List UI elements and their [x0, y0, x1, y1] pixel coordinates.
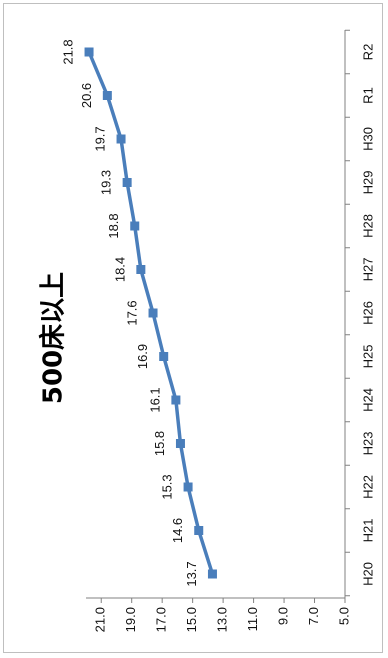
value-tick-label: 7.0	[306, 607, 321, 625]
data-label: 20.6	[79, 83, 94, 108]
series-layer	[84, 47, 217, 579]
data-label: 16.9	[135, 344, 150, 369]
data-label: 14.6	[170, 518, 185, 543]
data-point-marker	[130, 221, 140, 231]
data-label: 19.7	[92, 126, 107, 151]
category-label: H20	[360, 562, 375, 586]
data-label: 15.3	[160, 474, 175, 499]
value-tick-label: 5.0	[336, 607, 351, 625]
data-point-marker	[102, 91, 112, 100]
data-label: 13.7	[184, 561, 199, 586]
category-label: H25	[360, 345, 375, 369]
data-point-marker	[183, 482, 193, 492]
data-point-marker	[175, 439, 185, 448]
data-point-marker	[116, 134, 126, 144]
data-point-marker	[159, 352, 169, 361]
value-tick-label: 15.0	[184, 607, 199, 632]
data-point-marker	[171, 395, 181, 405]
category-label: R2	[360, 44, 375, 61]
label-layer: 13.7 14.6 15.3 15.8 16.1 16.9 17.6 18.4 18.8 19.3…	[60, 39, 198, 586]
category-label: H27	[360, 258, 375, 282]
category-label: H26	[360, 301, 375, 325]
data-label: 16.1	[147, 387, 162, 412]
category-label: R1	[360, 87, 375, 104]
value-tick-label: 21.0	[93, 607, 108, 632]
category-label: H24	[360, 388, 375, 412]
value-tick-label: 19.0	[123, 607, 138, 632]
category-label: H22	[360, 475, 375, 499]
value-tick-label: 17.0	[154, 607, 169, 632]
data-label: 15.8	[152, 431, 167, 456]
data-point-marker	[148, 308, 158, 318]
data-point-marker	[194, 526, 204, 535]
data-point-marker	[136, 265, 146, 274]
data-label: 21.8	[60, 39, 75, 64]
category-label: H29	[360, 171, 375, 195]
data-label: 18.4	[112, 257, 127, 282]
value-tick-label: 9.0	[275, 607, 290, 625]
category-label: H30	[360, 127, 375, 151]
category-label: H21	[360, 519, 375, 543]
data-label: 18.8	[106, 213, 121, 238]
data-point-marker	[84, 47, 94, 57]
category-label: H28	[360, 214, 375, 238]
data-point-marker	[122, 178, 132, 187]
data-label: 17.6	[124, 300, 139, 325]
axis-layer: 5.0 7.0 9.0 11.0 13.0 15.0 17.0 19.0 21.0 H20 H21 H…	[86, 29, 375, 632]
chart-title: 500床以上	[38, 272, 69, 404]
chart-frame	[3, 3, 383, 653]
data-label: 19.3	[99, 170, 114, 195]
value-tick-label: 11.0	[245, 607, 260, 631]
category-label: H23	[360, 432, 375, 456]
data-point-marker	[207, 569, 217, 579]
value-tick-label: 13.0	[215, 607, 230, 632]
